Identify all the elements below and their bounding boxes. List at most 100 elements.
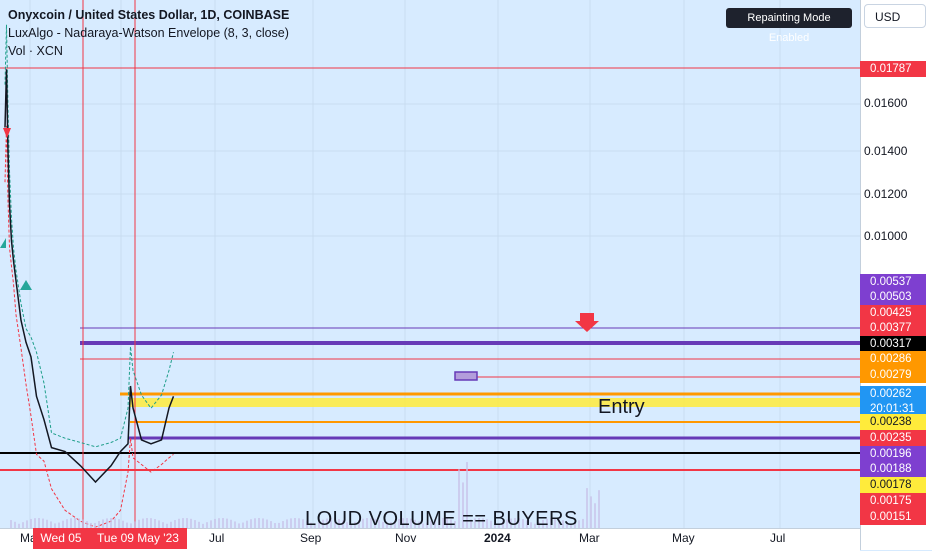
volume-bar [442,518,444,528]
volume-bar [174,520,176,528]
volume-bar [158,520,160,528]
volume-bar [206,522,208,528]
volume-bar [274,523,276,528]
volume-bar [242,522,244,528]
volume-bar [554,518,556,528]
volume-bar [470,519,472,528]
chart-canvas[interactable] [0,0,860,528]
volume-bar [90,522,92,528]
date-badge-right: Tue 09 May '23 [89,528,187,549]
volume-bar [78,518,80,528]
volume-bar [278,522,280,528]
volume-bar [386,523,388,528]
volume-bar [546,518,548,528]
volume-bar [454,521,456,528]
volume-bar [350,523,352,528]
date-label: May [672,531,695,545]
volume-bar [354,521,356,528]
price-label: 20:01:31 [860,401,926,417]
volume-bar [418,521,420,528]
volume-bar [318,521,320,528]
time-axis[interactable] [0,528,860,551]
volume-bar [134,521,136,528]
volume-bar [458,469,460,528]
currency-button[interactable]: USD [864,4,926,28]
volume-bar [162,522,164,528]
price-label: 0.00317 [860,336,926,352]
volume-bar [338,519,340,528]
volume-bar [222,518,224,528]
volume-bar [42,518,44,528]
level-lines [0,0,860,528]
volume-bar [226,518,228,528]
volume-bar [522,519,524,528]
price-label: 0.00238 [860,414,926,430]
volume-bar [530,522,532,528]
volume-bar [434,519,436,528]
volume-bar [326,518,328,528]
volume-bar [154,518,156,528]
volume-bar [46,519,48,528]
volume-bar [14,521,16,528]
volume-bar [526,520,528,528]
volume-bar [26,520,28,528]
volume-bar [110,518,112,528]
volume-bar [146,518,148,528]
price-tick: 0.01600 [864,96,908,110]
volume-title: Vol · XCN [8,44,63,58]
volume-bar [266,519,268,528]
volume-bar [294,518,296,528]
price-label: 0.01787 [860,61,926,77]
price-label: 0.00503 [860,289,926,305]
volume-bar [178,518,180,528]
indicator-title: LuxAlgo - Nadaraya-Watson Envelope (8, 3… [8,26,289,40]
volume-bar [298,518,300,528]
volume-bar [290,518,292,528]
volume-bar [370,518,372,528]
volume-bar [166,523,168,528]
volume-bar [422,523,424,528]
volume-bar [70,518,72,528]
volume-bar [498,523,500,528]
date-label: Jul [209,531,225,545]
volume-bar [330,518,332,528]
volume-bar [250,519,252,528]
volume-bar [38,518,40,528]
volume-bar [506,519,508,528]
volume-bar [218,518,220,528]
volume-bar [210,520,212,528]
volume-bar [82,519,84,528]
price-tick: 0.01200 [864,187,908,201]
volume-bar [490,520,492,528]
volume-bar [598,490,600,528]
volume-annotation: LOUD VOLUME == BUYERS [305,508,578,530]
entry-zone-band [130,398,860,407]
volume-bar [230,519,232,528]
volume-bar [466,462,468,528]
price-series [4,69,175,484]
volume-bar [130,523,132,528]
price-label: 0.00178 [860,477,926,493]
volume-bar [214,518,216,528]
nadaraya-watson-envelope [4,24,174,528]
volume-bar [590,496,592,528]
volume-bar [74,518,76,528]
volume-bar [66,519,68,528]
volume-bar [282,521,284,528]
price-line [4,69,175,484]
volume-bar [334,518,336,528]
volume-bar [478,518,480,528]
volume-bar [10,520,12,528]
volume-bar [186,518,188,528]
date-label: Sep [300,531,322,545]
volume-bar [414,519,416,528]
volume-bar [342,520,344,528]
volume-bar [270,521,272,528]
volume-bar [182,518,184,528]
price-label: 0.00151 [860,509,926,525]
volume-bar [150,518,152,528]
volume-bar [302,519,304,528]
volume-bar [142,518,144,528]
price-label: 0.00188 [860,461,926,477]
volume-bar [314,523,316,528]
